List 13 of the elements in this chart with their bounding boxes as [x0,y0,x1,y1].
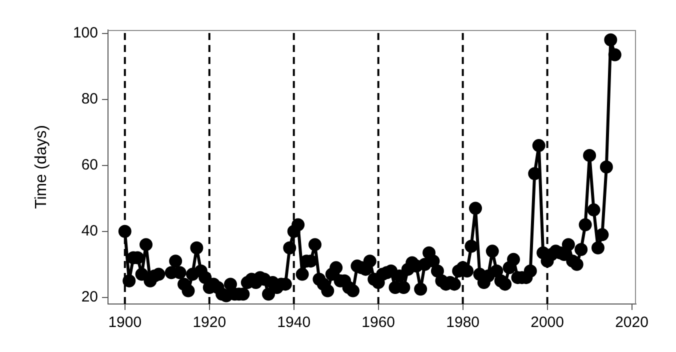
x-tick-label: 1980 [446,314,480,332]
x-tick-label: 2000 [530,314,564,332]
x-tick-label: 1960 [362,314,396,332]
y-tick-label: 100 [72,24,98,42]
y-tick-label: 80 [81,90,98,108]
y-tick-label: 60 [81,156,98,174]
x-tick-label: 1940 [277,314,311,332]
y-tick-label: 20 [81,288,98,306]
x-tick-label: 1900 [108,314,142,332]
y-tick-label: 40 [81,222,98,240]
x-tick-label: 1920 [192,314,226,332]
y-axis-title: Time (days) [33,125,50,209]
x-tick-label: 2020 [615,314,648,332]
